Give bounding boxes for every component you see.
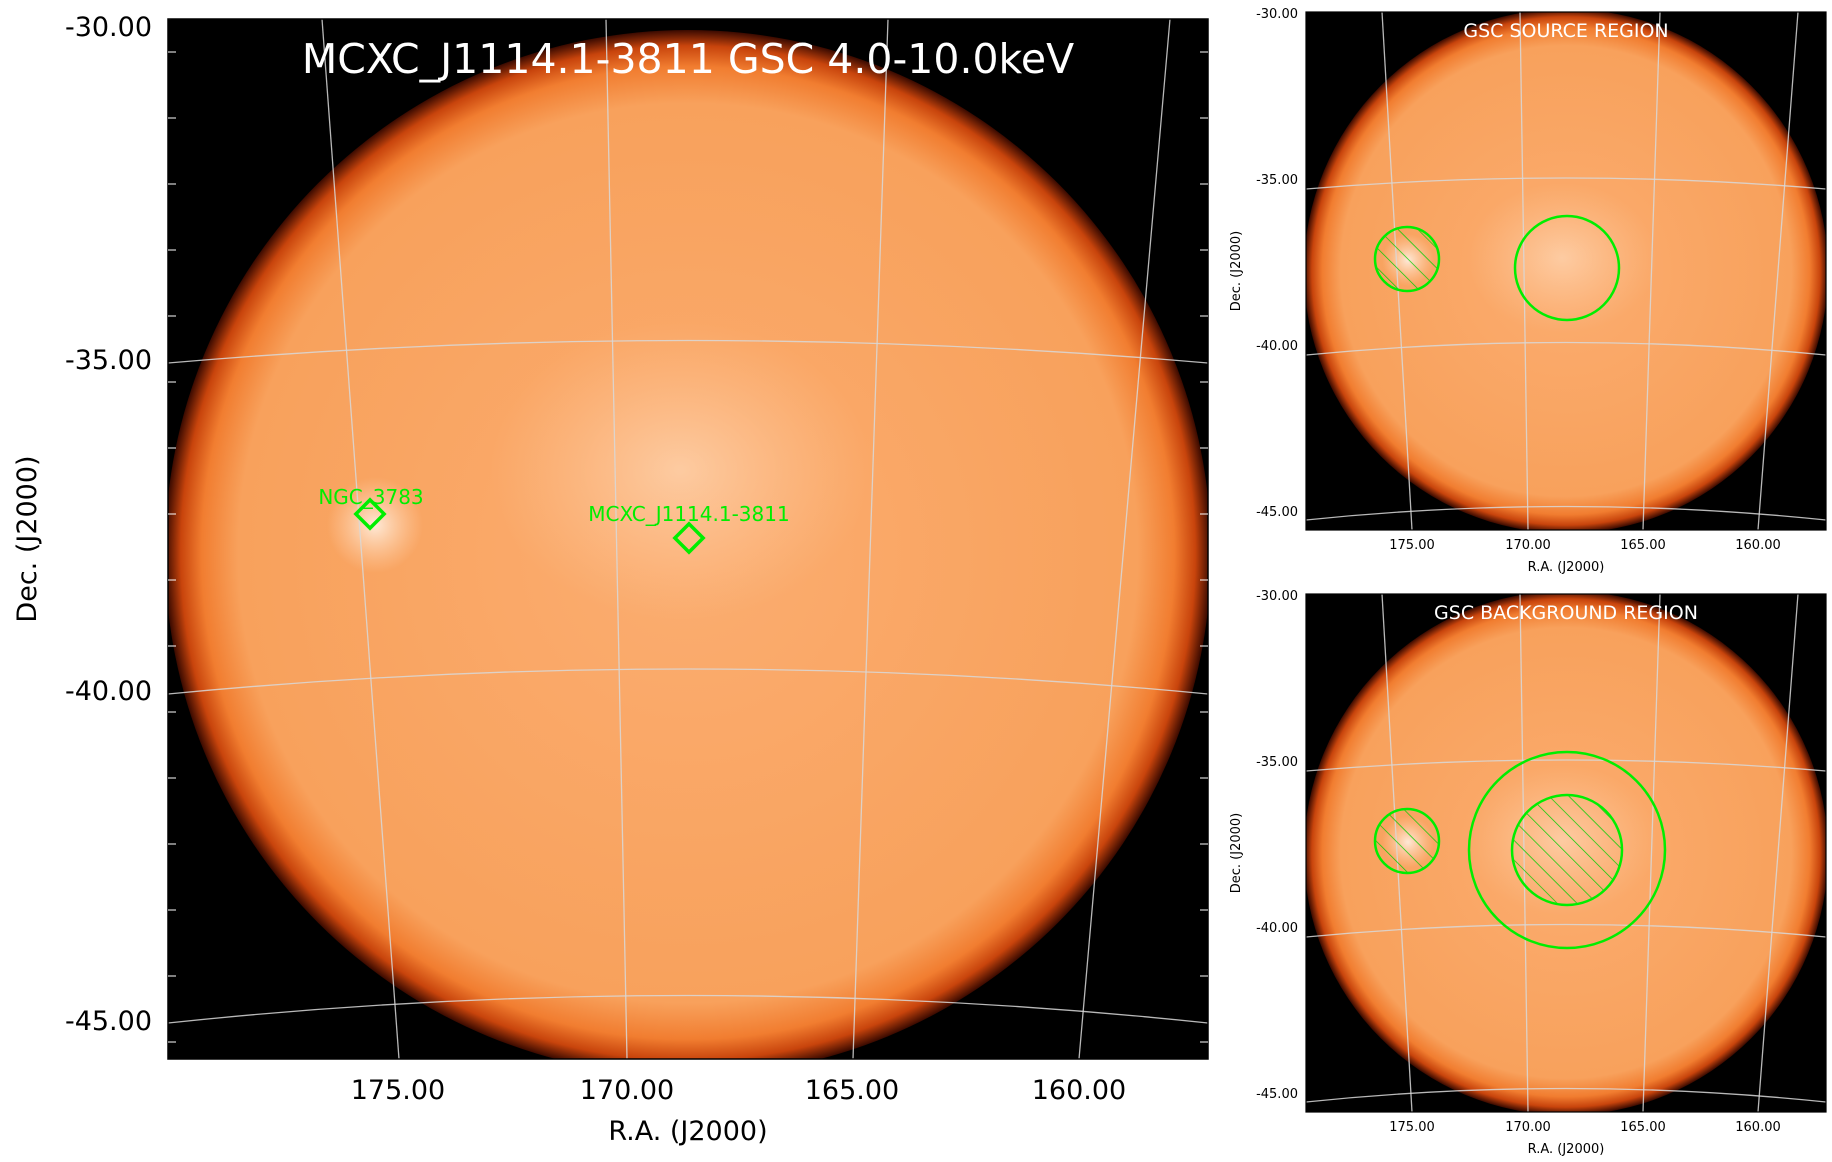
background-ytick-label: -30.00	[1256, 589, 1298, 604]
source-ngc-exclusion-region	[1373, 225, 1441, 293]
background-grid-dec	[1306, 759, 1826, 772]
main-ytick-label: -35.00	[65, 345, 152, 376]
background-ytick-label: -35.00	[1256, 755, 1298, 770]
source-grid-dec	[1306, 177, 1826, 190]
source-cluster-glow	[1467, 183, 1657, 333]
background-grid-ra	[1757, 594, 1799, 1112]
marker-ngc3783-label: NGC_3783	[318, 485, 423, 509]
main-grid-ra-170	[605, 19, 628, 1059]
source-xtick-label: 160.00	[1735, 538, 1781, 553]
main-ytick-label: -30.00	[65, 12, 152, 43]
source-grid-ra	[1642, 12, 1661, 530]
main-cluster-glow	[490, 320, 870, 620]
source-region-circle	[1513, 214, 1621, 322]
main-panel: NGC_3783 MCXC_J1114.1-3811 MCXC_J1114.1-…	[12, 12, 1209, 1147]
main-minor-ticks	[168, 51, 1208, 1043]
background-panel: GSC BACKGROUND REGION -30.00 -35.00 -40.…	[1229, 589, 1827, 1157]
background-annulus-inner-excluded	[1510, 793, 1624, 907]
main-grid-dec-45	[168, 994, 1208, 1024]
main-grid-ra-175	[321, 19, 400, 1059]
marker-ngc3783	[353, 497, 387, 531]
background-grid-dec	[1306, 1087, 1826, 1103]
main-xtick-label: 175.00	[351, 1075, 445, 1106]
source-panel: GSC SOURCE REGION -30.00 -35.00 -40.00 -…	[1229, 7, 1827, 575]
source-grid-dec	[1306, 505, 1826, 521]
marker-mcxc	[672, 521, 706, 555]
source-ytick-label: -40.00	[1256, 339, 1298, 354]
main-grid-ra-165	[852, 19, 889, 1059]
source-xtick-label: 165.00	[1620, 538, 1666, 553]
source-grid-ra	[1519, 12, 1529, 530]
main-grid-dec-40	[168, 668, 1208, 695]
main-xlabel: R.A. (J2000)	[608, 1116, 767, 1147]
background-ylabel: Dec. (J2000)	[1229, 813, 1244, 893]
source-ytick-label: -45.00	[1256, 505, 1298, 520]
source-ylabel: Dec. (J2000)	[1229, 231, 1244, 311]
background-xtick-label: 160.00	[1735, 1120, 1781, 1135]
background-annulus-outer	[1467, 750, 1667, 950]
main-frame	[167, 18, 1209, 1060]
background-ytick-label: -40.00	[1256, 921, 1298, 936]
main-ytick-label: -40.00	[65, 676, 152, 707]
main-xtick-label: 165.00	[805, 1075, 899, 1106]
background-xtick-label: 165.00	[1620, 1120, 1666, 1135]
background-frame	[1305, 593, 1827, 1113]
background-xtick-label: 170.00	[1505, 1120, 1551, 1135]
source-xtick-label: 170.00	[1505, 538, 1551, 553]
source-grid-dec	[1306, 341, 1826, 356]
marker-mcxc-label: MCXC_J1114.1-3811	[588, 502, 789, 526]
source-xtick-label: 175.00	[1389, 538, 1435, 553]
main-ytick-label: -45.00	[65, 1006, 152, 1037]
main-grid-dec-30	[168, 19, 1208, 20]
main-xtick-label: 160.00	[1032, 1075, 1126, 1106]
main-title: MCXC_J1114.1-3811 GSC 4.0-10.0keV	[302, 35, 1074, 83]
background-ngc-exclusion-region	[1373, 807, 1441, 875]
main-xtick-label: 170.00	[580, 1075, 674, 1106]
background-grid-dec	[1306, 923, 1826, 938]
background-xtick-label: 175.00	[1389, 1120, 1435, 1135]
source-xlabel: R.A. (J2000)	[1528, 560, 1605, 575]
background-ytick-label: -45.00	[1256, 1087, 1298, 1102]
main-grid-ra-160	[1078, 19, 1171, 1059]
source-frame	[1305, 11, 1827, 531]
background-grid-ra	[1642, 594, 1661, 1112]
source-grid-ra	[1757, 12, 1799, 530]
source-ytick-label: -35.00	[1256, 173, 1298, 188]
background-xlabel: R.A. (J2000)	[1528, 1142, 1605, 1157]
source-title: GSC SOURCE REGION	[1463, 20, 1668, 42]
main-grid-dec-35	[168, 339, 1208, 364]
background-title: GSC BACKGROUND REGION	[1434, 602, 1698, 624]
main-ylabel: Dec. (J2000)	[12, 455, 43, 622]
source-ytick-label: -30.00	[1256, 7, 1298, 22]
